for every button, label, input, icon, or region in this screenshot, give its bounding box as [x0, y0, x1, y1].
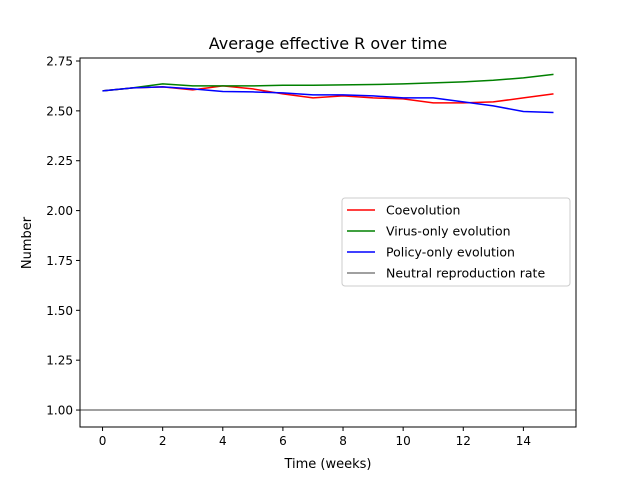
- y-axis: 1.00 1.25 1.50 1.75 2.00 2.25 2.50 2.75: [46, 54, 80, 418]
- legend-label-coevolution: Coevolution: [386, 203, 460, 218]
- x-tick-label: 0: [99, 434, 107, 448]
- y-tick-label: 2.25: [46, 154, 73, 168]
- x-axis-label: Time (weeks): [283, 457, 371, 472]
- legend-box: [341, 197, 571, 287]
- y-tick-label: 1.25: [46, 354, 73, 368]
- x-axis: 0 2 4 6 8 10 12 14: [99, 427, 531, 448]
- x-tick-label: 2: [159, 434, 167, 448]
- chart-title: Average effective R over time: [209, 34, 448, 53]
- x-tick-label: 4: [219, 434, 227, 448]
- plot-frame: [79, 57, 577, 428]
- legend-label-virus-only-evolution: Virus-only evolution: [386, 224, 511, 239]
- y-tick-label: 2.75: [46, 54, 73, 68]
- x-tick-label: 6: [279, 434, 287, 448]
- legend: Coevolution Virus-only evolution Policy-on…: [341, 197, 571, 287]
- legend-label-policy-only-evolution: Policy-only evolution: [386, 245, 515, 260]
- x-tick-label: 10: [396, 434, 411, 448]
- y-tick-label: 1.50: [46, 304, 73, 318]
- series-line-virus-only-evolution: [102, 73, 554, 92]
- y-tick-label: 1.00: [46, 404, 73, 418]
- y-tick-label: 1.75: [46, 254, 73, 268]
- y-axis-label: Number: [20, 216, 35, 269]
- y-tick-label: 2.00: [46, 204, 73, 218]
- legend-label-neutral-reproduction-rate: Neutral reproduction rate: [386, 266, 545, 281]
- x-tick-label: 12: [456, 434, 471, 448]
- plot-series-group: [80, 73, 576, 411]
- x-tick-label: 8: [339, 434, 347, 448]
- x-tick-label: 14: [516, 434, 531, 448]
- y-tick-label: 2.50: [46, 104, 73, 118]
- series-line-policy-only-evolution: [102, 86, 554, 114]
